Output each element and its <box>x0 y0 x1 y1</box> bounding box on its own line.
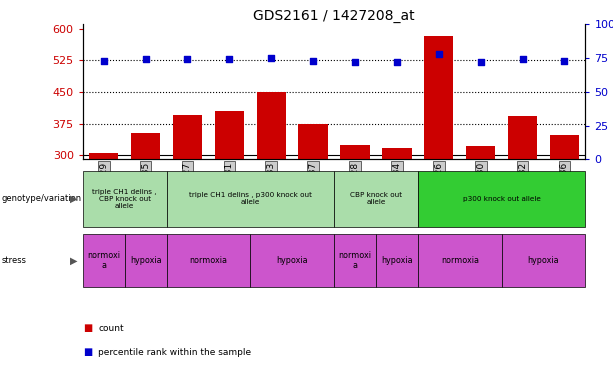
Text: count: count <box>98 324 124 333</box>
Text: p300 knock out allele: p300 knock out allele <box>463 196 541 202</box>
Text: normoxi
a: normoxi a <box>338 251 371 270</box>
Point <box>183 57 192 63</box>
Text: triple CH1 delins , p300 knock out
allele: triple CH1 delins , p300 knock out allel… <box>189 192 312 205</box>
Text: genotype/variation: genotype/variation <box>1 194 82 203</box>
Bar <box>299 123 328 159</box>
Text: hypoxia: hypoxia <box>381 256 413 265</box>
Point <box>141 57 151 63</box>
Text: CBP knock out
allele: CBP knock out allele <box>350 192 402 205</box>
Point <box>434 51 444 57</box>
Point <box>392 59 402 65</box>
Bar <box>131 133 160 159</box>
Text: ■: ■ <box>83 348 92 357</box>
Bar <box>424 36 454 159</box>
Bar <box>466 146 495 159</box>
Text: ▶: ▶ <box>70 256 77 266</box>
Title: GDS2161 / 1427208_at: GDS2161 / 1427208_at <box>253 9 415 23</box>
Point <box>560 58 569 64</box>
Text: stress: stress <box>1 256 26 265</box>
Point <box>350 59 360 65</box>
Bar <box>257 92 286 159</box>
Text: hypoxia: hypoxia <box>276 256 308 265</box>
Text: hypoxia: hypoxia <box>528 256 559 265</box>
Point <box>476 59 485 65</box>
Bar <box>340 145 370 159</box>
Text: ■: ■ <box>83 323 92 333</box>
Text: ▶: ▶ <box>70 194 77 204</box>
Bar <box>383 148 411 159</box>
Point <box>308 58 318 64</box>
Bar <box>173 115 202 159</box>
Text: percentile rank within the sample: percentile rank within the sample <box>98 348 251 357</box>
Text: normoxi
a: normoxi a <box>87 251 120 270</box>
Text: normoxia: normoxia <box>189 256 227 265</box>
Bar <box>550 135 579 159</box>
Point <box>266 55 276 61</box>
Text: normoxia: normoxia <box>441 256 479 265</box>
Point <box>99 58 109 64</box>
Point <box>224 57 234 63</box>
Text: triple CH1 delins ,
CBP knock out
allele: triple CH1 delins , CBP knock out allele <box>93 189 157 209</box>
Bar <box>215 111 244 159</box>
Point <box>517 57 527 63</box>
Bar <box>508 116 537 159</box>
Text: hypoxia: hypoxia <box>130 256 161 265</box>
Bar <box>89 153 118 159</box>
